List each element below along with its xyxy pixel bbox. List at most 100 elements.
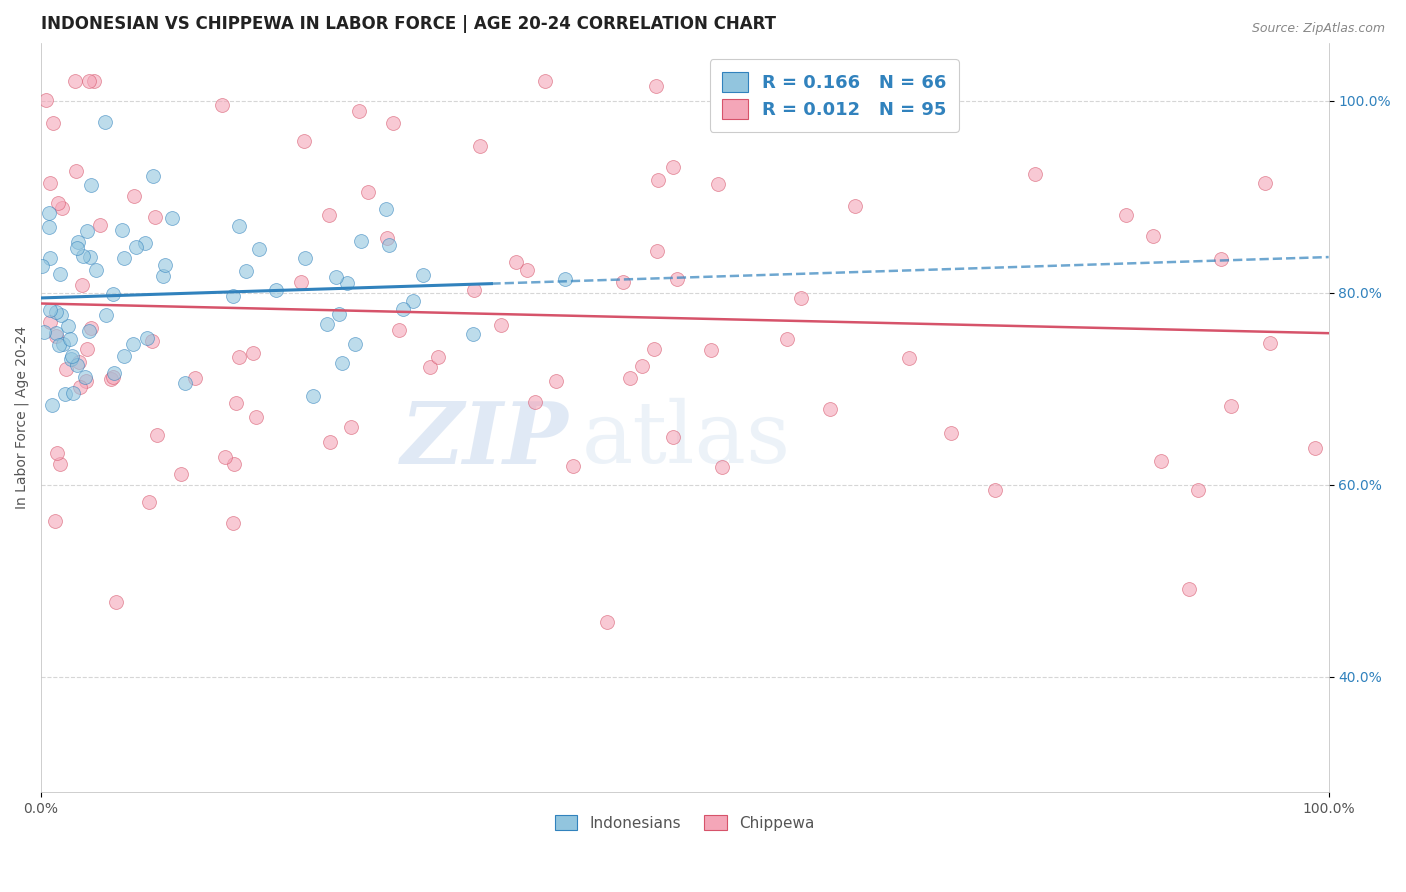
Point (65, 74, 87, 88)
Point (1211, 252, 1233, 266)
Point (41, 398, 63, 412)
Point (138, 494, 160, 508)
Point (75, 374, 97, 388)
Point (235, 264, 257, 278)
Point (1178, 582, 1201, 596)
Point (643, 342, 665, 356)
Point (66, 358, 89, 372)
Point (426, 350, 449, 364)
Point (45, 326, 67, 340)
Point (516, 263, 538, 277)
Point (224, 457, 246, 471)
Point (1260, 335, 1282, 350)
Point (897, 351, 920, 366)
Point (419, 359, 441, 374)
Point (72, 249, 94, 263)
Point (647, 173, 669, 187)
Point (247, 242, 270, 256)
Point (228, 219, 250, 233)
Point (67, 355, 90, 369)
Point (141, 334, 163, 348)
Point (51, 201, 73, 215)
Point (143, 211, 166, 225)
Point (101, 287, 124, 301)
Point (645, 79, 668, 94)
Point (103, 366, 125, 380)
Point (31, 259, 53, 273)
Point (662, 430, 685, 444)
Text: Source: ZipAtlas.com: Source: ZipAtlas.com (1251, 22, 1385, 36)
Point (619, 370, 641, 384)
Point (461, 326, 484, 341)
Point (49, 309, 72, 323)
Point (844, 199, 866, 213)
Point (491, 318, 513, 332)
Point (83, 74, 105, 88)
Point (124, 188, 146, 202)
Point (222, 516, 245, 531)
Point (65, 163, 87, 178)
Point (554, 272, 576, 286)
Point (101, 369, 124, 384)
Point (377, 238, 399, 252)
Point (104, 594, 127, 608)
Y-axis label: In Labor Force | Age 20-24: In Labor Force | Age 20-24 (15, 326, 30, 509)
Point (1303, 441, 1326, 455)
Point (112, 251, 135, 265)
Point (301, 389, 323, 403)
Point (211, 98, 233, 112)
Point (76, 342, 98, 356)
Point (142, 169, 165, 184)
Point (60, 349, 83, 363)
Point (350, 234, 373, 248)
Point (340, 419, 363, 434)
Point (170, 467, 193, 482)
Point (225, 396, 247, 410)
Point (125, 240, 148, 254)
Point (319, 435, 342, 450)
Point (45, 304, 67, 318)
Point (347, 103, 370, 118)
Point (80, 321, 103, 335)
Point (711, 460, 734, 475)
Point (39, 303, 62, 318)
Point (155, 258, 177, 272)
Point (388, 323, 411, 337)
Point (146, 428, 169, 442)
Point (294, 134, 316, 148)
Point (89, 218, 111, 232)
Point (789, 291, 811, 305)
Point (38, 176, 60, 190)
Point (939, 426, 962, 441)
Point (775, 333, 797, 347)
Point (1219, 399, 1241, 413)
Point (294, 251, 316, 265)
Point (328, 307, 350, 321)
Point (38, 314, 60, 328)
Text: atlas: atlas (582, 399, 790, 482)
Point (468, 139, 491, 153)
Point (264, 283, 287, 297)
Point (402, 294, 425, 309)
Point (136, 331, 159, 345)
Point (56, 318, 79, 333)
Point (46, 195, 69, 210)
Point (160, 211, 183, 226)
Point (52, 337, 75, 351)
Point (184, 371, 207, 385)
Point (534, 74, 557, 88)
Point (214, 450, 236, 464)
Point (79, 250, 101, 264)
Point (1115, 208, 1137, 222)
Point (53, 387, 76, 401)
Point (1254, 176, 1277, 190)
Point (228, 350, 250, 364)
Point (121, 336, 143, 351)
Point (662, 160, 685, 174)
Text: ZIP: ZIP (401, 398, 568, 482)
Point (612, 275, 634, 289)
Point (375, 231, 398, 245)
Point (221, 288, 243, 302)
Point (505, 255, 527, 269)
Point (38, 206, 60, 220)
